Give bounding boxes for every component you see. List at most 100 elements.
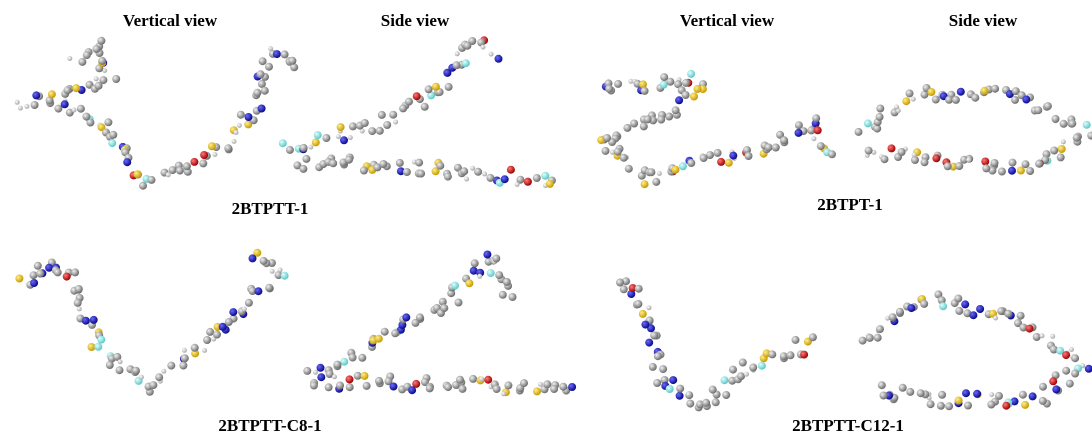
atom [273,50,281,58]
atom [242,307,247,312]
atom [354,372,362,380]
view-header: Side view [949,11,1018,30]
atom [453,61,461,69]
atom [200,151,208,159]
atom [665,113,673,121]
atom [881,155,889,163]
atom [1049,377,1057,385]
atom [346,375,354,383]
atom [15,275,23,283]
atom [855,128,863,136]
atom [112,75,120,83]
atom [30,271,38,279]
atom [261,87,269,95]
atom [489,52,494,57]
atom [814,126,822,134]
view-header: Vertical view [123,11,218,30]
atom [426,384,434,392]
atom [1039,383,1047,391]
atom [614,80,622,88]
atom [1035,160,1043,168]
atom [955,397,963,405]
atom [349,354,357,362]
atom [503,278,511,286]
atom [1029,392,1037,400]
atom [208,142,216,150]
atom [368,127,376,135]
atom [61,100,69,108]
atom [245,299,253,307]
atom [686,400,694,408]
atom [97,37,105,45]
atom [981,87,989,95]
atom [653,379,661,387]
atom [463,42,471,50]
atom [1052,115,1060,123]
atom [470,166,475,171]
atom [190,158,198,166]
atom [927,400,935,408]
atom [286,146,294,154]
atom [469,375,477,383]
atom [176,167,184,175]
atom [501,175,509,183]
atom [737,372,745,380]
atom [444,383,452,391]
atom [116,366,124,374]
atom [654,352,662,360]
atom [828,150,836,158]
atom [652,178,660,186]
atom [440,304,448,312]
atom [1062,351,1070,359]
atom [460,167,468,175]
atom [229,308,237,316]
atom [71,268,79,276]
atom [991,159,999,167]
atom [486,174,494,182]
atom [501,391,506,396]
atom [464,177,469,182]
atom [888,144,896,152]
atom [993,316,998,321]
atom [459,385,467,393]
atom [245,113,253,121]
atom [998,168,1006,176]
atom [969,311,977,319]
atom [938,391,946,399]
atom [955,162,963,170]
atom [182,348,187,353]
atom [787,351,795,359]
atom [361,119,369,127]
atom [800,351,808,359]
atom [300,144,308,152]
atom [132,367,140,375]
atom [30,279,38,287]
atom [471,259,479,267]
atom [249,254,257,262]
atom [456,376,464,384]
molecule-label: 2BTPTT-1 [232,199,309,218]
atom [524,178,532,186]
atom [792,336,800,344]
atom [880,392,888,400]
atom [32,91,40,99]
atom [878,381,886,389]
atom [393,120,398,125]
atom [75,285,83,293]
atom [997,307,1005,315]
atom [957,88,965,96]
atom [396,159,404,167]
atom [336,382,344,390]
atom [98,57,106,65]
atom [894,105,899,110]
atom [1058,145,1066,153]
figure: Vertical view Side view Vertical view Si… [0,0,1092,436]
atom [559,383,567,391]
atom [911,97,916,102]
atom [48,90,56,98]
atom [641,87,649,95]
atom [260,257,268,265]
atom [72,84,80,92]
atom [920,300,928,308]
atom [1050,147,1058,155]
